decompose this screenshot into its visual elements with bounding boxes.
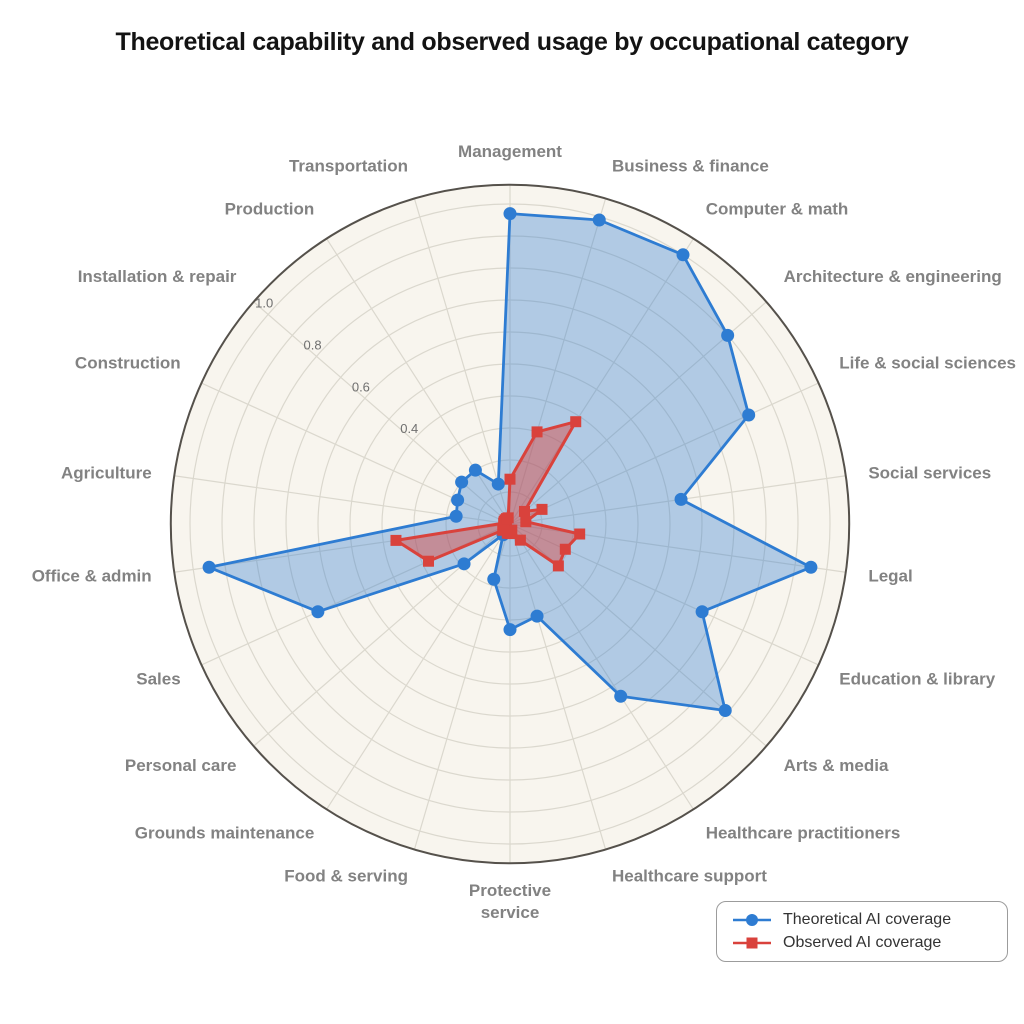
radial-tick-label: 0.4	[400, 421, 418, 436]
theoretical-data-point-marker	[455, 475, 469, 489]
theoretical-data-point-marker	[674, 492, 688, 506]
theoretical-data-point-marker	[503, 623, 517, 637]
legend-label-observed: Observed AI coverage	[783, 934, 942, 951]
axis-spoke	[413, 198, 511, 525]
theoretical-data-point-marker	[451, 493, 465, 507]
radial-tick-label: 1.0	[255, 295, 273, 310]
theoretical-data-point-marker	[695, 605, 709, 619]
category-label: Legal	[868, 567, 912, 586]
axis-spoke	[253, 301, 511, 525]
observed-data-point-marker	[390, 534, 402, 546]
legend-marker-observed-line-square-icon	[733, 937, 771, 949]
axis-spoke	[509, 523, 694, 810]
theoretical-data-point-marker	[311, 605, 325, 619]
axis-spoke	[509, 523, 607, 850]
category-label: Protective service	[469, 881, 551, 922]
category-label: Healthcare support	[612, 866, 767, 885]
category-label: Arts & media	[784, 756, 889, 775]
observed-data-point-marker	[574, 528, 586, 540]
theoretical-data-point-marker	[804, 560, 818, 574]
observed-data-point-marker	[519, 505, 531, 517]
axis-spoke	[509, 198, 607, 525]
axis-spoke	[509, 238, 694, 525]
theoretical-data-point-marker	[676, 248, 690, 262]
category-label: Sales	[136, 669, 180, 688]
observed-data-point-marker	[520, 516, 532, 528]
legend: Theoretical AI coverage Observed AI cove…	[716, 901, 1008, 962]
outer-boundary-circle	[169, 183, 851, 865]
theoretical-data-point-marker	[530, 609, 544, 623]
legend-item-theoretical: Theoretical AI coverage	[731, 911, 993, 929]
theoretical-data-point-marker	[449, 509, 463, 523]
observed-data-point-marker	[422, 555, 434, 567]
theoretical-data-point-marker	[614, 689, 628, 703]
observed-data-point-marker	[570, 416, 582, 428]
category-label: Business & finance	[612, 157, 769, 176]
category-label: Production	[225, 199, 315, 218]
theoretical-data-point-marker	[468, 463, 482, 477]
theoretical-data-point-marker	[202, 560, 216, 574]
observed-data-point-marker	[559, 543, 571, 555]
category-label: Agriculture	[61, 463, 152, 482]
category-label: Management	[458, 142, 562, 161]
observed-data-point-marker	[536, 503, 548, 515]
axis-spoke	[509, 382, 819, 525]
observed-data-point-marker	[514, 534, 526, 546]
legend-label-theoretical: Theoretical AI coverage	[783, 911, 952, 928]
theoretical-data-point-marker	[503, 207, 517, 221]
legend-item-observed: Observed AI coverage	[731, 934, 993, 952]
category-label: Transportation	[289, 157, 408, 176]
category-label: Architecture & engineering	[784, 267, 1002, 286]
category-label: Education & library	[839, 669, 995, 688]
theoretical-data-point-marker	[491, 477, 505, 491]
axis-spoke	[326, 238, 511, 525]
category-label: Healthcare practitioners	[706, 824, 901, 843]
category-label: Construction	[75, 354, 181, 373]
radial-tick-label: 0.8	[303, 337, 321, 352]
chart-title: Theoretical capability and observed usag…	[115, 28, 909, 56]
axis-spoke	[326, 523, 511, 810]
observed-data-point-marker	[504, 473, 516, 485]
theoretical-data-point-marker	[721, 328, 735, 342]
category-label: Personal care	[125, 756, 237, 775]
observed-data-point-marker	[502, 512, 514, 524]
observed-data-point-marker	[497, 524, 509, 536]
theoretical-data-point-marker	[742, 408, 756, 422]
category-label: Office & admin	[32, 567, 152, 586]
category-label: Food & serving	[284, 866, 408, 885]
observed-data-point-marker	[531, 426, 543, 438]
theoretical-data-point-marker	[487, 572, 501, 586]
category-label: Grounds maintenance	[135, 824, 314, 843]
category-label: Life & social sciences	[839, 354, 1016, 373]
legend-marker-theoretical-line-circle-icon	[733, 914, 771, 926]
theoretical-data-point-marker	[457, 557, 471, 571]
category-label: Computer & math	[706, 199, 849, 218]
theoretical-data-point-marker	[718, 704, 732, 718]
category-label: Installation & repair	[78, 267, 237, 286]
observed-data-point-marker	[552, 560, 564, 572]
theoretical-data-point-marker	[592, 213, 606, 227]
radial-tick-label: 0.6	[352, 379, 370, 394]
category-label: Social services	[868, 463, 991, 482]
